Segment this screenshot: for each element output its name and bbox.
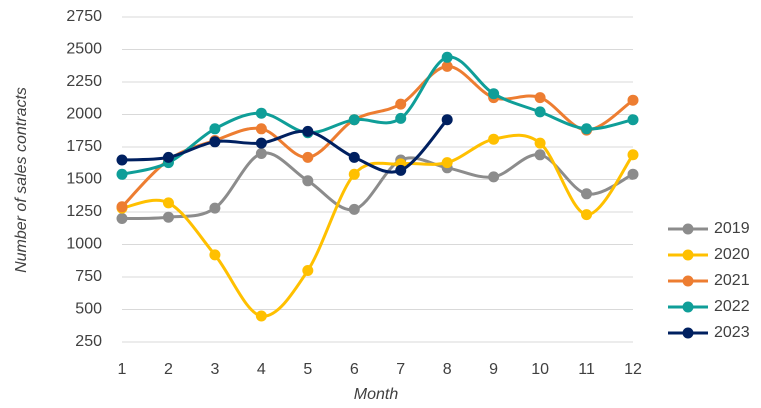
legend-marker [682,275,694,287]
data-point [534,149,546,161]
x-tick-label: 1 [118,361,127,378]
y-tick-label: 750 [75,268,102,285]
x-tick-label: 4 [257,361,266,378]
data-point [534,137,546,149]
data-point [395,164,407,176]
data-point [441,157,453,169]
legend-label: 2020 [714,246,750,263]
x-tick-label: 9 [489,361,498,378]
legend-marker [682,301,694,313]
data-point [348,168,360,180]
data-point [488,171,500,183]
data-point [488,133,500,145]
x-tick-label: 10 [531,361,549,378]
data-point [581,209,593,221]
data-point [627,114,639,126]
data-point [162,211,174,223]
data-point [348,203,360,215]
y-tick-label: 1250 [66,203,102,220]
y-tick-label: 1500 [66,171,102,188]
data-point [302,175,314,187]
legend-marker [682,223,694,235]
data-point [534,106,546,118]
data-point [116,168,128,180]
data-point [209,249,221,261]
legend-label: 2021 [714,272,750,289]
data-point [348,151,360,163]
data-point [255,137,267,149]
data-point [209,202,221,214]
data-point [116,213,128,224]
x-tick-label: 6 [350,361,359,378]
x-tick-label: 7 [396,361,405,378]
y-tick-label: 2750 [66,8,102,25]
data-point [627,168,639,180]
data-point [488,88,500,100]
y-tick-label: 2000 [66,106,102,123]
legend-label: 2019 [714,220,750,237]
data-point [302,265,314,276]
data-point [534,92,546,104]
y-tick-label: 1750 [66,138,102,155]
data-point [348,114,360,126]
data-point [395,98,407,110]
data-point [441,114,453,126]
data-point [255,310,267,322]
y-tick-label: 2500 [66,41,102,58]
y-tick-label: 500 [75,301,102,318]
data-point [255,123,267,135]
data-point [255,148,267,159]
y-tick-label: 2250 [66,73,102,90]
data-point [627,94,639,106]
legend-label: 2022 [714,298,750,315]
legend-marker [682,327,694,339]
series-line [121,133,635,318]
data-point [581,188,593,200]
data-point [302,125,314,137]
data-point [255,107,267,119]
data-point [302,151,314,163]
y-tick-label: 250 [75,333,102,350]
data-point [441,51,453,63]
x-tick-label: 11 [578,361,595,378]
data-point [441,60,453,72]
legend-marker [682,249,694,261]
x-tick-label: 3 [210,361,219,378]
data-point [162,197,174,209]
data-point [209,136,221,148]
series-line [121,55,634,176]
data-point [395,112,407,124]
x-tick-label: 2 [164,361,173,378]
x-tick-label: 8 [443,361,452,378]
data-point [116,154,128,166]
data-point [627,149,639,161]
x-tick-label: 12 [624,361,642,378]
legend-label: 2023 [714,324,750,341]
x-axis-label: Month [354,386,399,403]
data-point [209,123,221,135]
data-point [162,151,174,163]
data-point [581,123,593,135]
x-tick-label: 5 [303,361,312,378]
data-point [116,201,128,213]
y-axis-label: Number of sales contracts [13,87,30,273]
y-tick-label: 1000 [66,236,102,253]
